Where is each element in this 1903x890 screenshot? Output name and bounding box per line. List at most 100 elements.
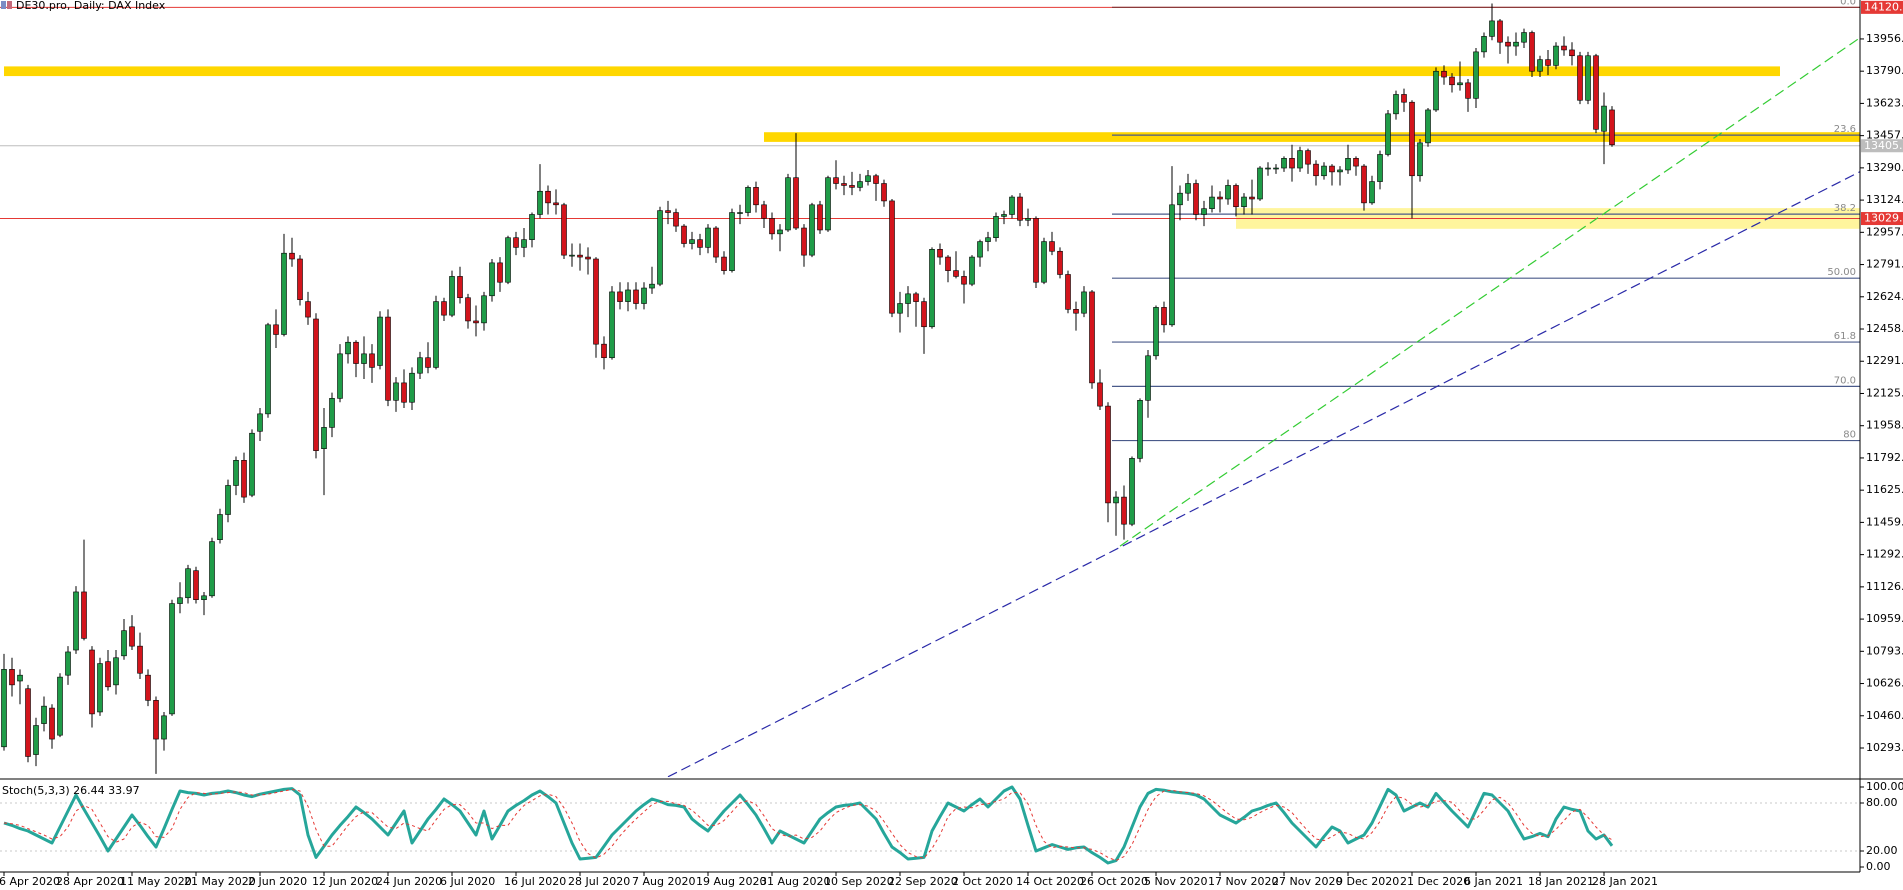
x-tick-label: 18 Jan 2021 [1528, 875, 1594, 888]
x-tick-label: 27 Nov 2020 [1272, 875, 1342, 888]
candle-body [665, 210, 671, 213]
candle-body [1137, 400, 1143, 459]
x-tick-label: 21 Dec 2020 [1400, 875, 1470, 888]
x-tick-label: 17 Nov 2020 [1208, 875, 1278, 888]
candle-body [105, 661, 111, 688]
candle-body [185, 568, 191, 599]
candle-body [1409, 101, 1415, 177]
candle-body [529, 214, 535, 240]
zone [764, 132, 1860, 142]
candle-body [265, 324, 271, 415]
candle-body [1265, 167, 1271, 170]
x-tick-label: 2 Oct 2020 [952, 875, 1013, 888]
y-tick-label: 11625.8 [1866, 483, 1903, 496]
candle-body [1441, 70, 1447, 78]
candle-body [1233, 185, 1239, 208]
candle-body [1169, 204, 1175, 326]
price-label-box [1861, 0, 1903, 14]
candle-body [673, 212, 679, 227]
candle-body [1465, 82, 1471, 99]
candle-body [401, 382, 407, 403]
y-tick-label: 13457.3 [1866, 129, 1903, 142]
candle-body [609, 291, 615, 359]
candle-body [521, 239, 527, 248]
candle-body [865, 175, 871, 182]
candle-body [705, 227, 711, 248]
candle-body [1553, 45, 1559, 66]
candle-body [345, 341, 351, 355]
candle-body [625, 289, 631, 302]
candle-body [1241, 196, 1247, 208]
candle-body [1425, 109, 1431, 144]
candle-body [161, 715, 167, 740]
candle-body [1569, 49, 1575, 57]
candle-body [697, 239, 703, 248]
candle-body [241, 460, 247, 498]
candle-body [1033, 218, 1039, 283]
candle-body [1225, 185, 1231, 200]
candle-body [1561, 45, 1567, 51]
candle-body [137, 645, 143, 674]
y2-tick-label: 80.00 [1866, 796, 1898, 809]
candle-body [593, 258, 599, 345]
icon [1, 1, 6, 9]
candle-body [1209, 196, 1215, 209]
candle-body [1385, 113, 1391, 155]
candle-body [73, 591, 79, 651]
candle-body [481, 295, 487, 324]
y-tick-label: 11292.8 [1866, 548, 1903, 561]
candle-body [561, 204, 567, 256]
y-tick-label: 11958.8 [1866, 419, 1903, 432]
price-label: 13405.0 [1864, 139, 1903, 152]
y-tick-label: 13124.3 [1866, 193, 1903, 206]
candle-body [889, 200, 895, 314]
candle-body [977, 241, 983, 258]
candle-body [409, 372, 415, 403]
candle-body [121, 630, 127, 657]
x-tick-label: 31 Aug 2020 [760, 875, 830, 888]
candle-body [1401, 94, 1407, 103]
candle-body [1281, 158, 1287, 169]
candle-body [97, 663, 103, 713]
y-tick-label: 11459.3 [1866, 515, 1903, 528]
candle-body [449, 276, 455, 316]
candle-body [649, 283, 655, 289]
candle-body [1377, 154, 1383, 182]
candle-body [873, 175, 879, 184]
candle-body [281, 252, 287, 335]
x-tick-label: 14 Oct 2020 [1016, 875, 1084, 888]
x-tick-label: 24 Jun 2020 [376, 875, 442, 888]
candle-body [169, 603, 175, 715]
y-tick-label: 11126.3 [1866, 580, 1903, 593]
y-tick-label: 12791.3 [1866, 258, 1903, 271]
candle-body [1481, 36, 1487, 53]
candle-body [417, 357, 423, 374]
candle-body [537, 190, 543, 215]
x-tick-label: 6 Jul 2020 [440, 875, 495, 888]
candle-body [1305, 150, 1311, 165]
candle-body [1001, 214, 1007, 217]
candle-body [377, 316, 383, 366]
candle-body [641, 287, 647, 304]
candle-body [25, 688, 31, 757]
fib-label: 80 [1843, 430, 1856, 441]
candle-body [937, 249, 943, 258]
candle-body [361, 353, 367, 364]
candle-body [569, 254, 575, 257]
candle-body [1, 669, 7, 748]
candle-body [1417, 142, 1423, 177]
candle-body [473, 320, 479, 324]
candle-body [617, 291, 623, 302]
candle-body [945, 256, 951, 271]
candle-body [681, 225, 687, 244]
candle-body [1089, 291, 1095, 384]
candle-body [1249, 196, 1255, 200]
y-tick-label: 13290.8 [1866, 161, 1903, 174]
candle-body [1017, 196, 1023, 221]
price-label-box [1861, 212, 1903, 226]
candle-body [729, 212, 735, 271]
candle-body [65, 651, 71, 676]
indicator-header: Stoch(5,3,3) 26.44 33.97 [2, 784, 140, 797]
candle-body [441, 301, 447, 316]
